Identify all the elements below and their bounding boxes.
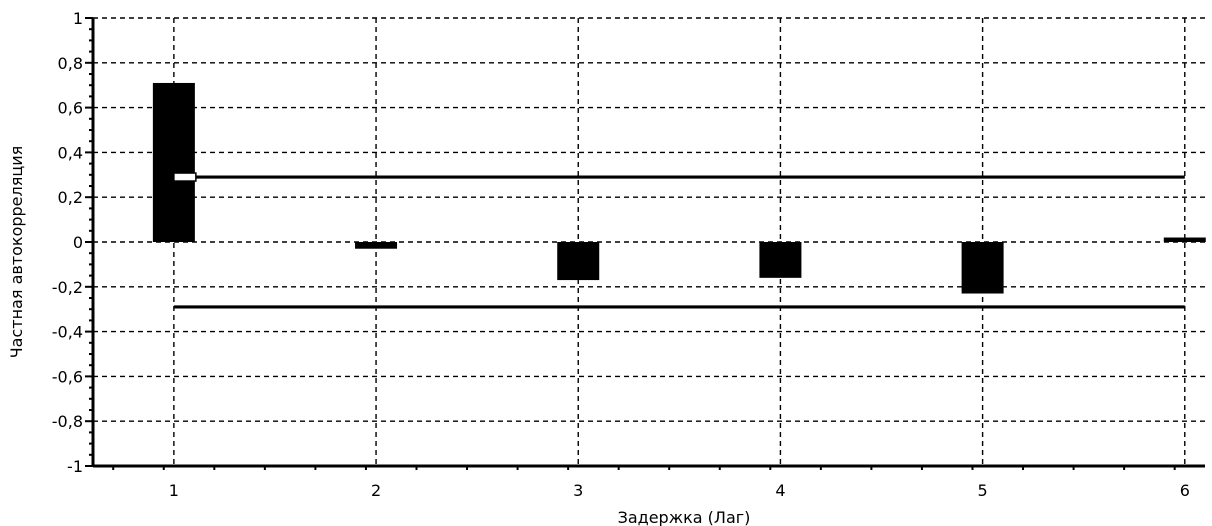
bars (152, 82, 1206, 294)
confidence-bounds (173, 172, 1185, 309)
bar-lag-1 (152, 82, 195, 243)
y-tick-label: -0,2 (52, 278, 83, 297)
bar-lag-6 (1163, 237, 1206, 242)
y-tick-label: 0,4 (58, 143, 83, 162)
y-tick-label: 0,6 (58, 99, 83, 118)
y-tick-label: 0 (73, 233, 83, 252)
y-axis-title: Частная автокорреляция (7, 146, 26, 359)
y-tick-label: 0,2 (58, 188, 83, 207)
x-tick-label: 3 (573, 481, 583, 500)
y-tick-label: 0,8 (58, 54, 83, 73)
y-tick-label: -0,6 (52, 367, 83, 386)
x-axis-title: Задержка (Лаг) (618, 508, 751, 526)
tick-marks (85, 17, 1176, 470)
y-tick-label: -1 (67, 457, 83, 476)
bar-lag-2 (355, 242, 398, 249)
bar-lag-5 (961, 242, 1004, 294)
x-tick-label: 1 (169, 481, 179, 500)
x-tick-label: 5 (978, 481, 988, 500)
tick-labels: -1 -0,8 -0,6 -0,4 -0,2 0 0,2 0,4 0,6 0,8 1 1 2 3 4 5 6 (52, 9, 1190, 500)
x-tick-label: 2 (371, 481, 381, 500)
y-tick-label: -0,8 (52, 412, 83, 431)
bound-start-marker (173, 172, 197, 182)
y-tick-label: 1 (73, 9, 83, 28)
x-tick-label: 6 (1180, 481, 1190, 500)
bar-lag-4 (759, 242, 802, 278)
grid-lines (93, 17, 1205, 466)
y-tick-label: -0,4 (52, 323, 83, 342)
bar-lag-3 (557, 242, 600, 281)
x-tick-label: 4 (775, 481, 785, 500)
